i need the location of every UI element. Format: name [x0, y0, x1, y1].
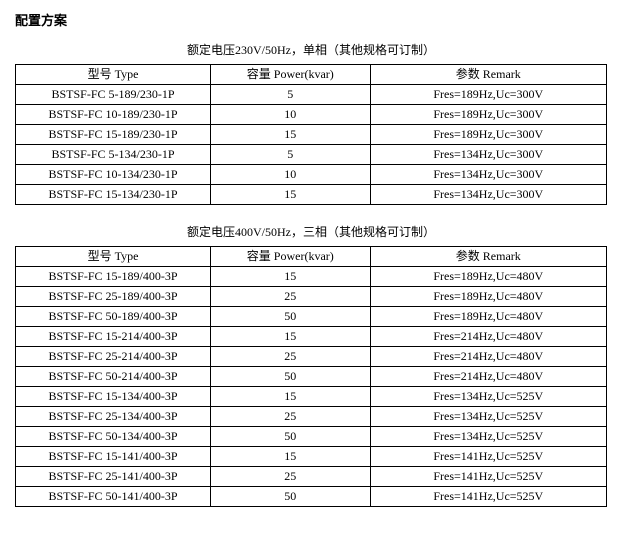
table-row: BSTSF-FC 25-134/400-3P25Fres=134Hz,Uc=52…: [16, 407, 607, 427]
table-row: BSTSF-FC 25-214/400-3P25Fres=214Hz,Uc=48…: [16, 347, 607, 367]
header-power: 容量 Power(kvar): [211, 247, 371, 267]
cell-remark: Fres=134Hz,Uc=525V: [370, 427, 606, 447]
cell-type: BSTSF-FC 25-189/400-3P: [16, 287, 211, 307]
table-row: BSTSF-FC 15-141/400-3P15Fres=141Hz,Uc=52…: [16, 447, 607, 467]
cell-power: 25: [211, 407, 371, 427]
cell-type: BSTSF-FC 15-189/400-3P: [16, 267, 211, 287]
table-row: BSTSF-FC 50-189/400-3P50Fres=189Hz,Uc=48…: [16, 307, 607, 327]
section1-table: 型号 Type 容量 Power(kvar) 参数 Remark BSTSF-F…: [15, 64, 607, 205]
table-header-row: 型号 Type 容量 Power(kvar) 参数 Remark: [16, 247, 607, 267]
table-row: BSTSF-FC 15-189/400-3P15Fres=189Hz,Uc=48…: [16, 267, 607, 287]
cell-remark: Fres=189Hz,Uc=480V: [370, 307, 606, 327]
cell-power: 50: [211, 307, 371, 327]
table-header-row: 型号 Type 容量 Power(kvar) 参数 Remark: [16, 65, 607, 85]
cell-power: 15: [211, 125, 371, 145]
header-remark: 参数 Remark: [370, 247, 606, 267]
page-title: 配置方案: [15, 10, 607, 29]
cell-remark: Fres=214Hz,Uc=480V: [370, 327, 606, 347]
table-row: BSTSF-FC 50-134/400-3P50Fres=134Hz,Uc=52…: [16, 427, 607, 447]
section1-caption: 额定电压230V/50Hz，单相（其他规格可订制）: [15, 41, 607, 58]
cell-type: BSTSF-FC 15-141/400-3P: [16, 447, 211, 467]
cell-power: 50: [211, 367, 371, 387]
section2-table: 型号 Type 容量 Power(kvar) 参数 Remark BSTSF-F…: [15, 246, 607, 507]
header-remark: 参数 Remark: [370, 65, 606, 85]
cell-type: BSTSF-FC 50-134/400-3P: [16, 427, 211, 447]
cell-type: BSTSF-FC 5-189/230-1P: [16, 85, 211, 105]
cell-power: 15: [211, 327, 371, 347]
cell-remark: Fres=134Hz,Uc=525V: [370, 407, 606, 427]
cell-remark: Fres=134Hz,Uc=300V: [370, 165, 606, 185]
section1-tbody: BSTSF-FC 5-189/230-1P5Fres=189Hz,Uc=300V…: [16, 85, 607, 205]
cell-type: BSTSF-FC 10-189/230-1P: [16, 105, 211, 125]
section2-tbody: BSTSF-FC 15-189/400-3P15Fres=189Hz,Uc=48…: [16, 267, 607, 507]
cell-type: BSTSF-FC 15-189/230-1P: [16, 125, 211, 145]
header-type: 型号 Type: [16, 247, 211, 267]
table-row: BSTSF-FC 15-189/230-1P15Fres=189Hz,Uc=30…: [16, 125, 607, 145]
header-power: 容量 Power(kvar): [211, 65, 371, 85]
cell-type: BSTSF-FC 15-214/400-3P: [16, 327, 211, 347]
section2-caption: 额定电压400V/50Hz，三相（其他规格可订制）: [15, 223, 607, 240]
cell-power: 5: [211, 85, 371, 105]
cell-power: 25: [211, 467, 371, 487]
cell-power: 15: [211, 267, 371, 287]
cell-power: 15: [211, 387, 371, 407]
cell-remark: Fres=189Hz,Uc=480V: [370, 267, 606, 287]
cell-power: 10: [211, 105, 371, 125]
cell-type: BSTSF-FC 50-189/400-3P: [16, 307, 211, 327]
cell-remark: Fres=189Hz,Uc=480V: [370, 287, 606, 307]
cell-remark: Fres=141Hz,Uc=525V: [370, 447, 606, 467]
cell-remark: Fres=214Hz,Uc=480V: [370, 367, 606, 387]
cell-remark: Fres=134Hz,Uc=525V: [370, 387, 606, 407]
cell-remark: Fres=134Hz,Uc=300V: [370, 145, 606, 165]
table-row: BSTSF-FC 25-141/400-3P25Fres=141Hz,Uc=52…: [16, 467, 607, 487]
cell-remark: Fres=141Hz,Uc=525V: [370, 467, 606, 487]
table-row: BSTSF-FC 15-134/400-3P15Fres=134Hz,Uc=52…: [16, 387, 607, 407]
cell-type: BSTSF-FC 5-134/230-1P: [16, 145, 211, 165]
cell-power: 25: [211, 347, 371, 367]
cell-remark: Fres=189Hz,Uc=300V: [370, 85, 606, 105]
cell-remark: Fres=141Hz,Uc=525V: [370, 487, 606, 507]
table-row: BSTSF-FC 50-141/400-3P50Fres=141Hz,Uc=52…: [16, 487, 607, 507]
cell-type: BSTSF-FC 25-134/400-3P: [16, 407, 211, 427]
table-row: BSTSF-FC 25-189/400-3P25Fres=189Hz,Uc=48…: [16, 287, 607, 307]
table-row: BSTSF-FC 50-214/400-3P50Fres=214Hz,Uc=48…: [16, 367, 607, 387]
cell-remark: Fres=189Hz,Uc=300V: [370, 125, 606, 145]
cell-power: 10: [211, 165, 371, 185]
cell-type: BSTSF-FC 10-134/230-1P: [16, 165, 211, 185]
cell-type: BSTSF-FC 50-141/400-3P: [16, 487, 211, 507]
cell-power: 50: [211, 427, 371, 447]
cell-type: BSTSF-FC 15-134/230-1P: [16, 185, 211, 205]
cell-remark: Fres=214Hz,Uc=480V: [370, 347, 606, 367]
cell-power: 5: [211, 145, 371, 165]
table-row: BSTSF-FC 5-189/230-1P5Fres=189Hz,Uc=300V: [16, 85, 607, 105]
header-type: 型号 Type: [16, 65, 211, 85]
cell-remark: Fres=189Hz,Uc=300V: [370, 105, 606, 125]
cell-power: 50: [211, 487, 371, 507]
cell-type: BSTSF-FC 50-214/400-3P: [16, 367, 211, 387]
table-row: BSTSF-FC 15-134/230-1P15Fres=134Hz,Uc=30…: [16, 185, 607, 205]
table-row: BSTSF-FC 10-134/230-1P10Fres=134Hz,Uc=30…: [16, 165, 607, 185]
cell-power: 25: [211, 287, 371, 307]
cell-power: 15: [211, 185, 371, 205]
cell-power: 15: [211, 447, 371, 467]
cell-remark: Fres=134Hz,Uc=300V: [370, 185, 606, 205]
cell-type: BSTSF-FC 25-141/400-3P: [16, 467, 211, 487]
cell-type: BSTSF-FC 25-214/400-3P: [16, 347, 211, 367]
table-row: BSTSF-FC 15-214/400-3P15Fres=214Hz,Uc=48…: [16, 327, 607, 347]
table-row: BSTSF-FC 10-189/230-1P10Fres=189Hz,Uc=30…: [16, 105, 607, 125]
table-row: BSTSF-FC 5-134/230-1P5Fres=134Hz,Uc=300V: [16, 145, 607, 165]
cell-type: BSTSF-FC 15-134/400-3P: [16, 387, 211, 407]
